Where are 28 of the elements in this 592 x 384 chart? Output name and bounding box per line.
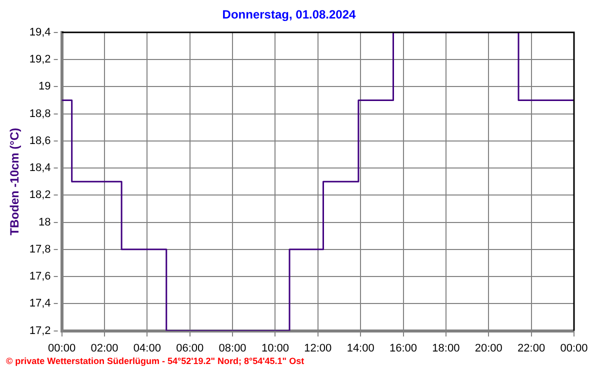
y-tick-label: 18 bbox=[38, 216, 51, 228]
y-tick-label: 18,8 bbox=[29, 108, 51, 120]
x-tick-label: 06:00 bbox=[176, 342, 204, 354]
y-tick-label: 17,4 bbox=[29, 298, 51, 310]
y-axis-title: TBoden -10cm (°C) bbox=[8, 128, 22, 236]
text: © private Wetterstation Süderlügum - 54°52'19.2" Nord; 8°54'45.1" Ost bbox=[6, 356, 304, 366]
x-tick-label: 00:00 bbox=[48, 342, 76, 354]
x-tick-label: 22:00 bbox=[518, 342, 546, 354]
x-tick-label: 02:00 bbox=[90, 342, 118, 354]
chart-title: Donnerstag, 01.08.2024 bbox=[222, 8, 356, 22]
x-tick-label: 20:00 bbox=[474, 342, 502, 354]
y-tick-label: 17,6 bbox=[29, 270, 51, 283]
y-tick-label: 19,2 bbox=[29, 54, 51, 66]
x-tick-label: 16:00 bbox=[390, 342, 418, 354]
y-tick-label: 17,8 bbox=[29, 243, 51, 256]
y-tick-label: 17,2 bbox=[29, 324, 51, 337]
y-tick-label: 19,4 bbox=[29, 26, 51, 38]
y-tick-label: 18,4 bbox=[29, 162, 51, 174]
y-tick-label: 18,2 bbox=[29, 189, 51, 202]
x-tick-label: 12:00 bbox=[304, 342, 332, 354]
y-tick-label: 18,6 bbox=[29, 134, 51, 147]
x-tick-label: 04:00 bbox=[133, 342, 161, 354]
y-tick-label: 19 bbox=[38, 80, 51, 93]
x-tick-label: 08:00 bbox=[218, 342, 246, 354]
x-tick-label: 00:00 bbox=[560, 342, 588, 354]
x-tick-label: 14:00 bbox=[346, 342, 374, 354]
x-tick-label: 18:00 bbox=[432, 342, 460, 354]
x-tick-label: 10:00 bbox=[261, 342, 289, 354]
